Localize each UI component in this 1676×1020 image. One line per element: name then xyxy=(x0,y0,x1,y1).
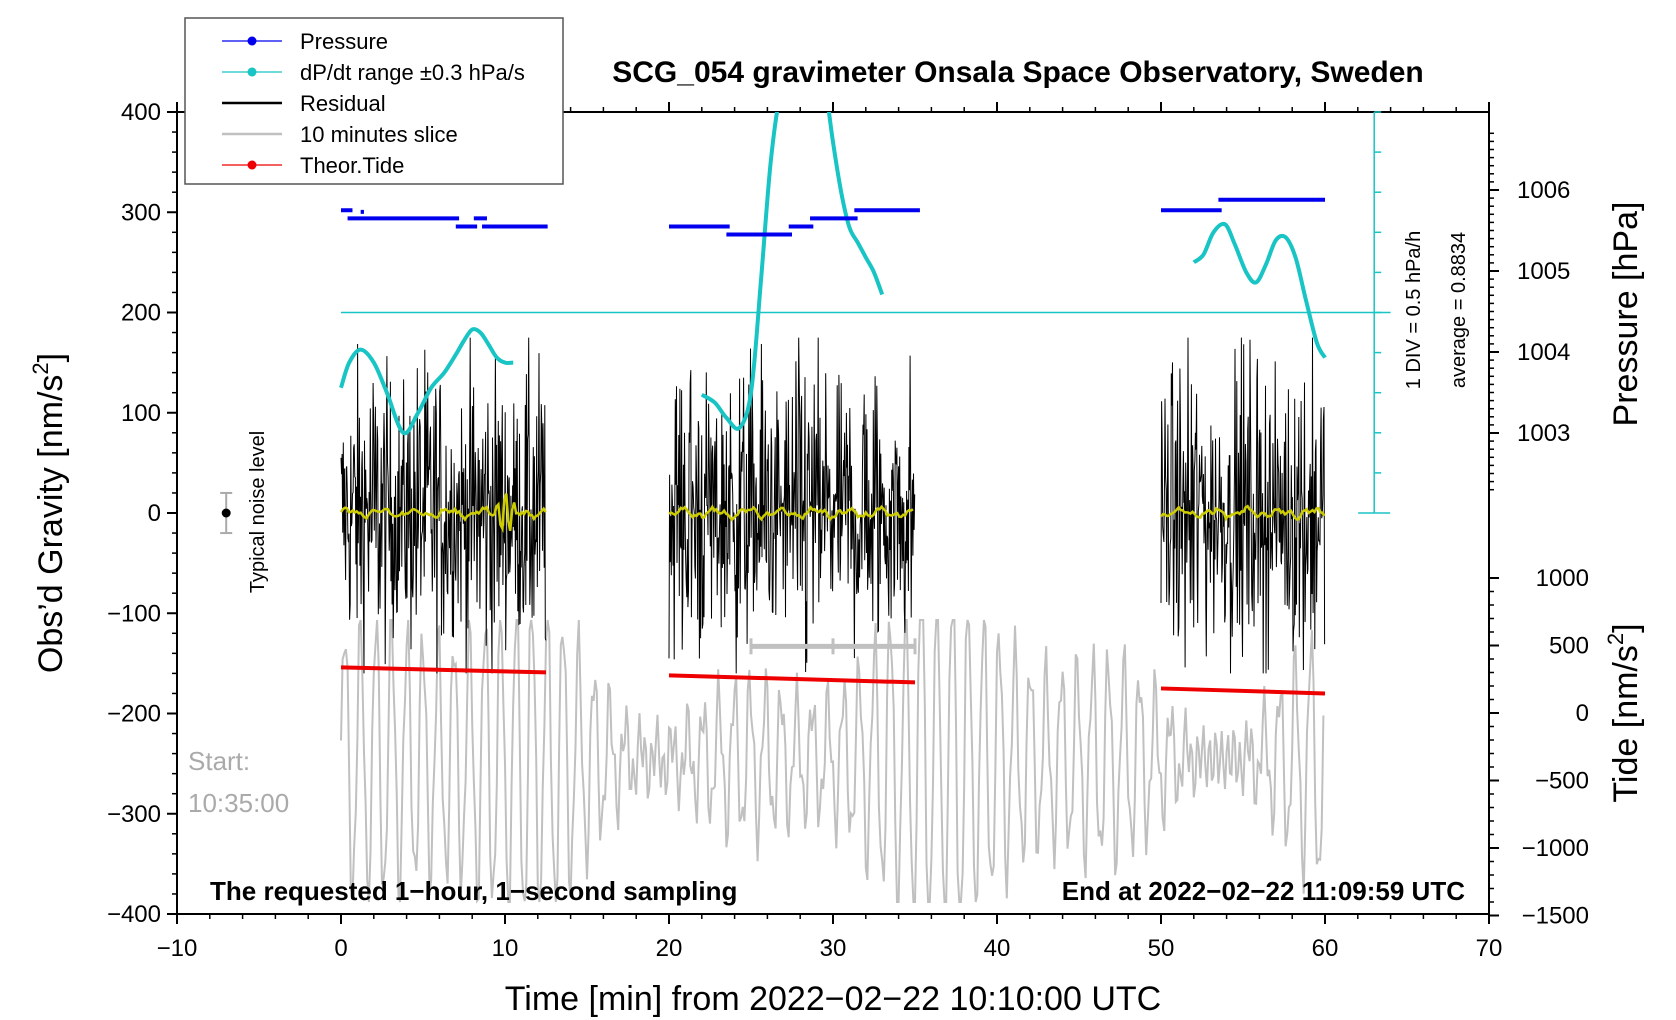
slice-series-group xyxy=(340,619,1325,904)
legend-swatch-dot xyxy=(247,36,257,46)
pressure-series-group xyxy=(341,197,1325,237)
y-tick-label: 200 xyxy=(121,300,161,327)
legend-label: 10 minutes slice xyxy=(300,122,458,147)
start-time-label: 10:35:00 xyxy=(188,788,289,818)
scale-bar-group xyxy=(1358,111,1391,514)
noise-level-group xyxy=(220,491,233,535)
legend-swatch-dot xyxy=(247,67,257,77)
pressure-tick-label: 1006 xyxy=(1517,177,1570,204)
residual-series-group xyxy=(340,337,1326,674)
legend-label: Residual xyxy=(300,91,386,116)
y-tick-label: 400 xyxy=(121,99,161,126)
dpdt-series-group xyxy=(339,112,1327,436)
y-axis-title: Obs’d Gravity [nm/s2] xyxy=(28,353,70,673)
dpdt-curve xyxy=(1192,221,1327,359)
chart-title: SCG_054 gravimeter Onsala Space Observat… xyxy=(612,56,1424,89)
pressure-tick-label: 1005 xyxy=(1517,258,1570,285)
tide-tick-label: 500 xyxy=(1549,633,1589,660)
legend-box xyxy=(184,17,564,185)
end-time-note: End at 2022−02−22 11:09:59 UTC xyxy=(1062,876,1465,906)
filtered-residual-line xyxy=(339,493,547,534)
average-label: average = 0.8834 xyxy=(1448,232,1470,388)
filtered-residual-line xyxy=(668,504,914,522)
residual-series-line xyxy=(668,337,916,674)
tide-tick-label: −1500 xyxy=(1522,903,1589,930)
filtered-residual-line xyxy=(1160,504,1326,522)
x-tick-label: 60 xyxy=(1312,935,1339,962)
y-tick-label: −200 xyxy=(107,701,161,728)
legend: Pressure dP/dt range ±0.3 hPa/s Residual 10… xyxy=(184,17,564,185)
y-tick-label: 0 xyxy=(148,500,161,527)
x-tick-label: 30 xyxy=(820,935,847,962)
y-tick-label: −300 xyxy=(107,801,161,828)
dpdt-curve xyxy=(700,112,780,431)
x-tick-label: 10 xyxy=(492,935,519,962)
noise-level-label: Typical noise level xyxy=(247,431,269,593)
x-axis-title: Time [min] from 2022−02−22 10:10:00 UTC xyxy=(505,980,1161,1018)
x-tick-label: −10 xyxy=(157,935,198,962)
start-label: Start: xyxy=(188,746,250,776)
axes-group: −10 0 10 20 30 40 50 60 70−400−300−200−100010020… xyxy=(107,99,1589,962)
pressure-axis-title: Pressure [hPa] xyxy=(1607,202,1645,427)
y-tick-label: −100 xyxy=(107,600,161,627)
slice-series-line xyxy=(340,619,1325,904)
dpdt-curve xyxy=(826,112,885,296)
filtered-residual-group xyxy=(339,493,1326,534)
x-tick-label: 0 xyxy=(334,935,347,962)
scale-label: 1 DIV = 0.5 hPa/h xyxy=(1403,231,1425,389)
tide-tick-label: −500 xyxy=(1535,768,1589,795)
tide-tick-label: 0 xyxy=(1576,700,1589,727)
x-tick-label: 70 xyxy=(1476,935,1503,962)
legend-label: Pressure xyxy=(300,29,388,54)
tide-line xyxy=(1160,686,1326,696)
tide-line xyxy=(340,665,547,675)
tide-line xyxy=(668,673,916,685)
x-tick-label: 50 xyxy=(1148,935,1175,962)
tide-axis-title: Tide [nm/s2] xyxy=(1603,623,1645,802)
legend-swatch-dot xyxy=(247,160,257,170)
residual-series-line xyxy=(1160,337,1326,674)
tide-tick-label: 1000 xyxy=(1536,565,1589,592)
legend-label: Theor.Tide xyxy=(300,153,404,178)
y-tick-label: −400 xyxy=(107,901,161,928)
legend-label: dP/dt range ±0.3 hPa/s xyxy=(300,60,525,85)
y-tick-label: 100 xyxy=(121,400,161,427)
residual-series-line xyxy=(340,337,547,674)
x-tick-label: 40 xyxy=(984,935,1011,962)
x-tick-label: 20 xyxy=(656,935,683,962)
noise-level-point xyxy=(221,508,231,518)
y-tick-label: 300 xyxy=(121,199,161,226)
tide-tick-label: −1000 xyxy=(1522,835,1589,862)
dpdt-curve xyxy=(339,327,514,436)
sampling-note: The requested 1−hour, 1−second sampling xyxy=(210,876,737,906)
pressure-tick-label: 1003 xyxy=(1517,420,1570,447)
ten-minutes-slice-marker-group xyxy=(749,638,917,655)
tide-series-group xyxy=(340,665,1326,696)
pressure-tick-label: 1004 xyxy=(1517,339,1570,366)
